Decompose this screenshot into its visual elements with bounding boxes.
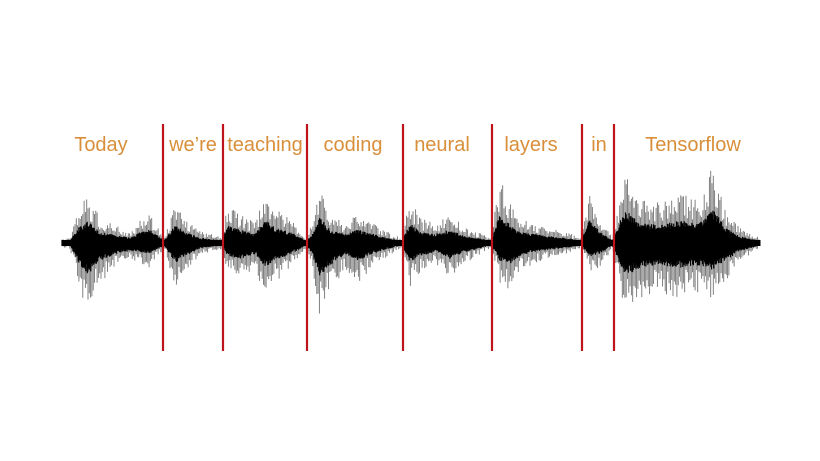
word-label: coding: [324, 134, 383, 156]
audio-waveform: [61, 170, 761, 314]
word-label: layers: [504, 134, 557, 156]
word-dividers: [161, 124, 616, 351]
word-label: Today: [74, 134, 127, 156]
word-label: Tensorflow: [645, 134, 741, 156]
waveform-peaks: [61, 170, 760, 314]
word-label: in: [591, 134, 607, 156]
word-labels: Today we’re teaching coding neural layer…: [74, 134, 741, 156]
word-label: neural: [414, 134, 470, 156]
word-label: teaching: [227, 134, 303, 156]
word-label: we’re: [168, 134, 217, 156]
